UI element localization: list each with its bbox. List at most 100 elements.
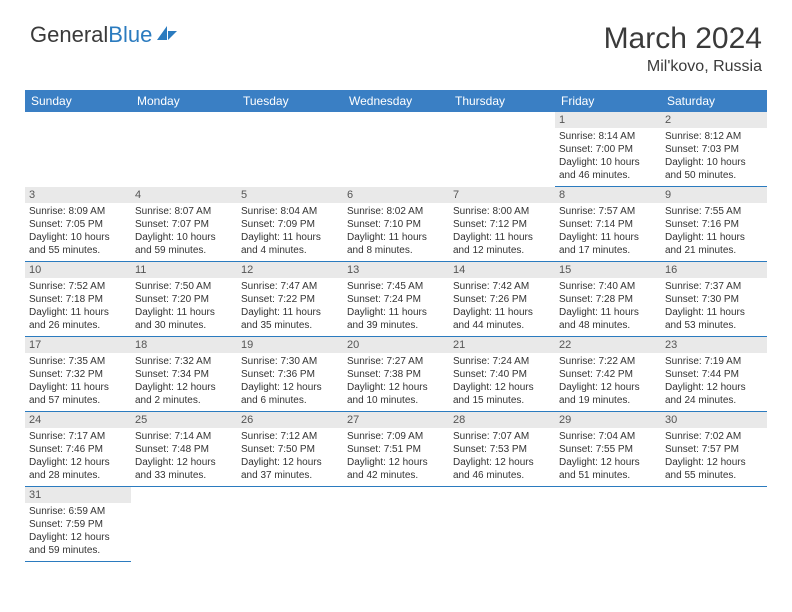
- day-number-cell: 25: [131, 412, 237, 429]
- daylight-text-2: and 44 minutes.: [453, 319, 551, 332]
- daylight-text-1: Daylight: 11 hours: [559, 231, 657, 244]
- daynum-row: 17181920212223: [25, 337, 767, 354]
- sunrise-text: Sunrise: 7:17 AM: [29, 430, 127, 443]
- sunrise-text: Sunrise: 7:09 AM: [347, 430, 445, 443]
- daylight-text-1: Daylight: 12 hours: [665, 456, 763, 469]
- day-number-cell: 20: [343, 337, 449, 354]
- sunset-text: Sunset: 7:48 PM: [135, 443, 233, 456]
- title-block: March 2024 Mil'kovo, Russia: [604, 22, 762, 76]
- sunrise-text: Sunrise: 7:22 AM: [559, 355, 657, 368]
- page-title: March 2024: [604, 22, 762, 56]
- day-number-cell: [343, 487, 449, 504]
- daylight-text-2: and 55 minutes.: [665, 469, 763, 482]
- sunset-text: Sunset: 7:12 PM: [453, 218, 551, 231]
- sunrise-text: Sunrise: 7:42 AM: [453, 280, 551, 293]
- sunset-text: Sunset: 7:14 PM: [559, 218, 657, 231]
- day-content-cell: Sunrise: 7:32 AMSunset: 7:34 PMDaylight:…: [131, 353, 237, 412]
- daylight-text-2: and 55 minutes.: [29, 244, 127, 257]
- sunrise-text: Sunrise: 7:07 AM: [453, 430, 551, 443]
- daylight-text-2: and 12 minutes.: [453, 244, 551, 257]
- daylight-text-1: Daylight: 12 hours: [453, 381, 551, 394]
- logo-text-2: Blue: [108, 22, 152, 48]
- sunset-text: Sunset: 7:50 PM: [241, 443, 339, 456]
- daylight-text-1: Daylight: 11 hours: [347, 231, 445, 244]
- daylight-text-1: Daylight: 11 hours: [135, 306, 233, 319]
- day-number-cell: 4: [131, 187, 237, 204]
- day-content-cell: Sunrise: 7:22 AMSunset: 7:42 PMDaylight:…: [555, 353, 661, 412]
- daylight-text-1: Daylight: 11 hours: [559, 306, 657, 319]
- daylight-text-1: Daylight: 10 hours: [135, 231, 233, 244]
- daylight-text-2: and 4 minutes.: [241, 244, 339, 257]
- day-content-cell: Sunrise: 7:12 AMSunset: 7:50 PMDaylight:…: [237, 428, 343, 487]
- logo: GeneralBlue: [30, 22, 179, 48]
- daylight-text-1: Daylight: 12 hours: [29, 531, 127, 544]
- sail-icon: [155, 22, 179, 48]
- sunset-text: Sunset: 7:32 PM: [29, 368, 127, 381]
- day-number-cell: 26: [237, 412, 343, 429]
- daylight-text-2: and 24 minutes.: [665, 394, 763, 407]
- daylight-text-1: Daylight: 12 hours: [241, 381, 339, 394]
- day-number-cell: 22: [555, 337, 661, 354]
- sunrise-text: Sunrise: 7:37 AM: [665, 280, 763, 293]
- sunset-text: Sunset: 7:26 PM: [453, 293, 551, 306]
- sunset-text: Sunset: 7:22 PM: [241, 293, 339, 306]
- day-content-cell: Sunrise: 7:02 AMSunset: 7:57 PMDaylight:…: [661, 428, 767, 487]
- sunrise-text: Sunrise: 7:30 AM: [241, 355, 339, 368]
- daylight-text-2: and 30 minutes.: [135, 319, 233, 332]
- daylight-text-2: and 50 minutes.: [665, 169, 763, 182]
- day-content-cell: [25, 128, 131, 187]
- sunset-text: Sunset: 7:55 PM: [559, 443, 657, 456]
- daylight-text-2: and 42 minutes.: [347, 469, 445, 482]
- daylight-text-1: Daylight: 12 hours: [135, 381, 233, 394]
- location-label: Mil'kovo, Russia: [604, 58, 762, 76]
- day-content-cell: [661, 503, 767, 562]
- day-number-cell: [343, 112, 449, 128]
- day-content-cell: [555, 503, 661, 562]
- daylight-text-1: Daylight: 12 hours: [347, 456, 445, 469]
- content-row: Sunrise: 7:17 AMSunset: 7:46 PMDaylight:…: [25, 428, 767, 487]
- sunset-text: Sunset: 7:28 PM: [559, 293, 657, 306]
- day-content-cell: Sunrise: 7:45 AMSunset: 7:24 PMDaylight:…: [343, 278, 449, 337]
- daylight-text-1: Daylight: 11 hours: [665, 306, 763, 319]
- day-content-cell: Sunrise: 7:14 AMSunset: 7:48 PMDaylight:…: [131, 428, 237, 487]
- day-number-cell: 14: [449, 262, 555, 279]
- day-content-cell: [237, 503, 343, 562]
- sunset-text: Sunset: 7:00 PM: [559, 143, 657, 156]
- day-number-cell: [449, 112, 555, 128]
- day-content-cell: Sunrise: 7:27 AMSunset: 7:38 PMDaylight:…: [343, 353, 449, 412]
- sunrise-text: Sunrise: 7:04 AM: [559, 430, 657, 443]
- day-content-cell: Sunrise: 7:17 AMSunset: 7:46 PMDaylight:…: [25, 428, 131, 487]
- day-content-cell: [343, 128, 449, 187]
- daylight-text-2: and 57 minutes.: [29, 394, 127, 407]
- calendar-table: SundayMondayTuesdayWednesdayThursdayFrid…: [25, 90, 767, 562]
- day-header: Monday: [131, 90, 237, 112]
- day-content-cell: [131, 128, 237, 187]
- day-number-cell: [131, 487, 237, 504]
- day-number-cell: 19: [237, 337, 343, 354]
- sunrise-text: Sunrise: 7:57 AM: [559, 205, 657, 218]
- daylight-text-1: Daylight: 11 hours: [665, 231, 763, 244]
- content-row: Sunrise: 8:09 AMSunset: 7:05 PMDaylight:…: [25, 203, 767, 262]
- daynum-row: 3456789: [25, 187, 767, 204]
- day-header: Saturday: [661, 90, 767, 112]
- day-content-cell: Sunrise: 8:00 AMSunset: 7:12 PMDaylight:…: [449, 203, 555, 262]
- day-header: Tuesday: [237, 90, 343, 112]
- sunset-text: Sunset: 7:24 PM: [347, 293, 445, 306]
- sunrise-text: Sunrise: 7:47 AM: [241, 280, 339, 293]
- daylight-text-2: and 37 minutes.: [241, 469, 339, 482]
- daylight-text-1: Daylight: 12 hours: [29, 456, 127, 469]
- content-row: Sunrise: 7:52 AMSunset: 7:18 PMDaylight:…: [25, 278, 767, 337]
- day-content-cell: Sunrise: 7:35 AMSunset: 7:32 PMDaylight:…: [25, 353, 131, 412]
- day-number-cell: 27: [343, 412, 449, 429]
- day-number-cell: [131, 112, 237, 128]
- day-number-cell: 23: [661, 337, 767, 354]
- day-content-cell: Sunrise: 7:30 AMSunset: 7:36 PMDaylight:…: [237, 353, 343, 412]
- day-number-cell: 15: [555, 262, 661, 279]
- sunset-text: Sunset: 7:20 PM: [135, 293, 233, 306]
- day-number-cell: [449, 487, 555, 504]
- daylight-text-2: and 10 minutes.: [347, 394, 445, 407]
- daynum-row: 31: [25, 487, 767, 504]
- daylight-text-2: and 2 minutes.: [135, 394, 233, 407]
- sunrise-text: Sunrise: 7:50 AM: [135, 280, 233, 293]
- sunrise-text: Sunrise: 7:14 AM: [135, 430, 233, 443]
